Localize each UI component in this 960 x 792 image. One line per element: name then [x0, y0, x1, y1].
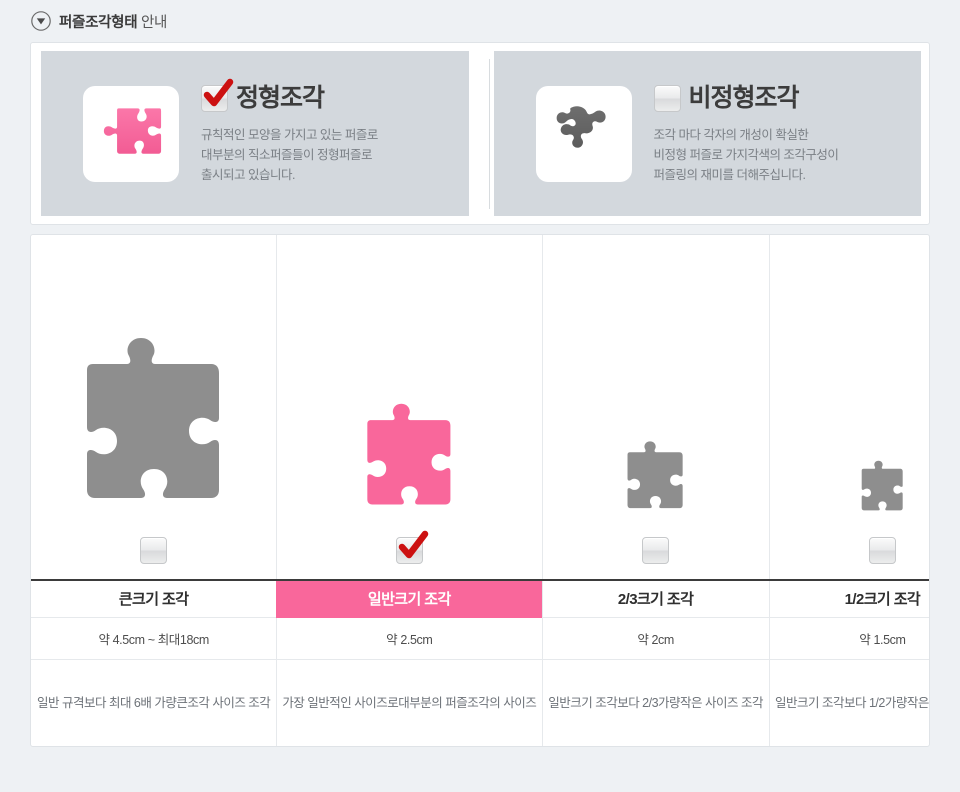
chevron-down-circle-icon	[30, 10, 52, 32]
gray-irregular-puzzle-piece-icon	[535, 85, 632, 182]
size-measurement: 약 4.5cm ~ 최대18cm	[31, 618, 277, 660]
type-desc-irregular: 조각 마다 각자의 개성이 확실한 비정형 퍼즐로 가지각색의 조각구성이 퍼즐…	[654, 125, 839, 186]
size-label: 1/2크기 조각	[844, 591, 921, 608]
type-desc-line: 규칙적인 모양을 가지고 있는 퍼즐로	[201, 127, 378, 142]
page-title: 퍼즐조각형태 안내	[59, 11, 167, 32]
size-description-line: 가장 일반적인 사이즈로	[282, 695, 399, 710]
size-column-large[interactable]: 큰크기 조각 약 4.5cm ~ 최대18cm 일반 규격보다 최대 6배 가량 큰조…	[31, 235, 277, 746]
size-description: 일반 규격보다 최대 6배 가량 큰조각 사이즈 조각	[31, 660, 276, 746]
puzzle-piece-large-icon	[31, 235, 276, 522]
type-checkbox-irregular[interactable]	[653, 85, 681, 113]
size-checkbox-row	[276, 522, 542, 579]
size-description-line: 대부분의 퍼즐조각의 사이즈	[398, 695, 537, 710]
size-measurement: 약 1.5cm	[769, 618, 929, 660]
type-panel-regular[interactable]: 정형조각 규칙적인 모양을 가지고 있는 퍼즐로 대부분의 직소퍼즐들이 정형퍼…	[41, 51, 469, 216]
type-checkbox-regular[interactable]	[201, 78, 234, 113]
size-column-two-thirds[interactable]: 2/3크기 조각 약 2cm 일반크기 조각보다 2/3가량 작은 사이즈 조각	[542, 235, 769, 746]
piece-size-comparison-card: 큰크기 조각 약 4.5cm ~ 최대18cm 일반 규격보다 최대 6배 가량 큰조…	[30, 234, 930, 747]
size-label: 큰크기 조각	[118, 591, 189, 608]
type-desc-line: 조각 마다 각자의 개성이 확실한	[653, 127, 809, 142]
size-label-band: 1/2크기 조각	[769, 579, 929, 618]
size-checkbox-row	[769, 522, 929, 579]
red-check-icon	[395, 530, 429, 564]
size-label: 2/3크기 조각	[617, 591, 694, 608]
size-description-line: 일반크기 조각보다 2/3가량	[548, 695, 681, 710]
pink-regular-puzzle-piece-icon	[83, 85, 179, 182]
section-header: 퍼즐조각형태 안내	[30, 6, 167, 36]
page-title-strong: 퍼즐조각형태	[59, 14, 138, 31]
puzzle-piece-half-icon	[769, 235, 929, 522]
size-description-line: 작은 사이즈 조각	[906, 695, 929, 710]
size-label-band: 큰크기 조각	[31, 579, 277, 618]
type-name-regular: 정형조각	[236, 84, 325, 113]
size-label: 일반크기 조각	[276, 581, 543, 617]
puzzle-piece-two-thirds-icon	[542, 235, 769, 522]
type-desc-line: 퍼즐링의 재미를 더해주십니다.	[653, 168, 806, 183]
size-label-band: 2/3크기 조각	[542, 579, 769, 618]
size-description-line: 일반크기 조각보다 1/2가량	[775, 695, 907, 710]
puzzle-type-card: 정형조각 규칙적인 모양을 가지고 있는 퍼즐로 대부분의 직소퍼즐들이 정형퍼…	[30, 42, 930, 225]
size-checkbox-row	[31, 522, 276, 579]
red-check-icon	[200, 78, 234, 112]
type-text-regular: 정형조각 규칙적인 모양을 가지고 있는 퍼즐로 대부분의 직소퍼즐들이 정형퍼…	[201, 78, 378, 186]
size-column-normal[interactable]: 일반크기 조각 약 2.5cm 가장 일반적인 사이즈로 대부분의 퍼즐조각의 사이즈	[276, 235, 543, 746]
type-text-irregular: 비정형조각 조각 마다 각자의 개성이 확실한 비정형 퍼즐로 가지각색의 조각…	[653, 82, 839, 186]
type-desc-regular: 규칙적인 모양을 가지고 있는 퍼즐로 대부분의 직소퍼즐들이 정형퍼즐로 출시…	[201, 125, 378, 186]
type-desc-line: 대부분의 직소퍼즐들이 정형퍼즐로	[201, 147, 372, 162]
size-checkbox[interactable]	[395, 530, 429, 564]
size-checkbox[interactable]	[868, 537, 896, 564]
size-label-band: 일반크기 조각	[276, 579, 543, 618]
page-title-light: 안내	[137, 14, 168, 31]
size-description-line: 일반 규격보다 최대 6배 가량	[37, 695, 177, 710]
puzzle-piece-normal-icon	[276, 235, 542, 522]
size-description-line: 큰조각 사이즈 조각	[176, 695, 271, 710]
size-description: 가장 일반적인 사이즈로 대부분의 퍼즐조각의 사이즈	[276, 660, 542, 746]
size-measurement: 약 2.5cm	[276, 618, 543, 660]
size-measurement: 약 2cm	[542, 618, 769, 660]
size-checkbox[interactable]	[140, 537, 168, 564]
type-desc-line: 출시되고 있습니다.	[201, 168, 295, 183]
type-name-irregular: 비정형조각	[688, 84, 800, 113]
size-description: 일반크기 조각보다 2/3가량 작은 사이즈 조각	[542, 660, 769, 746]
size-checkbox-row	[542, 522, 769, 579]
size-columns: 큰크기 조각 약 4.5cm ~ 최대18cm 일반 규격보다 최대 6배 가량 큰조…	[31, 235, 929, 746]
size-description-line: 작은 사이즈 조각	[680, 695, 763, 710]
type-desc-line: 비정형 퍼즐로 가지각색의 조각구성이	[653, 147, 839, 162]
type-panel-irregular[interactable]: 비정형조각 조각 마다 각자의 개성이 확실한 비정형 퍼즐로 가지각색의 조각…	[493, 51, 921, 216]
panel-divider	[489, 59, 490, 209]
size-checkbox[interactable]	[642, 537, 670, 564]
